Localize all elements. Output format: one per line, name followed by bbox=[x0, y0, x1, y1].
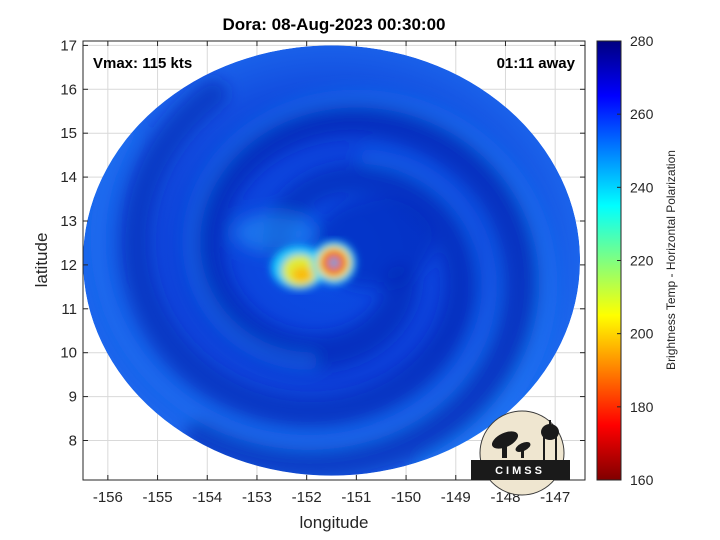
core-arc bbox=[292, 266, 312, 283]
axes-frame bbox=[82, 40, 586, 481]
y-tick-label: 17 bbox=[60, 37, 77, 54]
inner-band bbox=[234, 212, 314, 253]
y-tick-label: 9 bbox=[69, 389, 77, 406]
y-tick-label: 16 bbox=[60, 81, 77, 98]
x-tick-label: -149 bbox=[441, 489, 471, 506]
y-tick-label: 14 bbox=[60, 169, 77, 186]
x-axis: -156 -155 -154 -153 -152 -151 -150 -149 -148 -147 bbox=[93, 41, 570, 506]
brightness-temperature-swath bbox=[83, 45, 581, 476]
colorbar-tick-label: 200 bbox=[630, 326, 654, 342]
y-tick-label: 11 bbox=[61, 301, 77, 318]
logo-text: CIMSS bbox=[495, 465, 545, 477]
cimss-logo: CIMSS bbox=[471, 410, 570, 496]
x-tick-label: -152 bbox=[292, 489, 322, 506]
colorbar-ticks: 160 180 200 220 240 260 280 bbox=[617, 33, 654, 488]
y-axis-label: latitude bbox=[32, 233, 51, 288]
y-tick-label: 10 bbox=[60, 345, 77, 362]
storm-core bbox=[271, 240, 356, 290]
y-axis: 8 9 10 11 12 13 14 15 16 17 bbox=[60, 37, 585, 449]
colorbar-tick-label: 180 bbox=[630, 399, 654, 415]
chart-title: Dora: 08-Aug-2023 00:30:00 bbox=[223, 15, 446, 34]
logo-water-tower-icon bbox=[541, 420, 559, 462]
colorbar-tick-label: 160 bbox=[630, 472, 654, 488]
spiral-band bbox=[90, 124, 498, 451]
logo-dish-icon bbox=[491, 431, 531, 458]
spiral-bands bbox=[90, 78, 558, 476]
colorbar-tick-label: 260 bbox=[630, 106, 654, 122]
x-tick-label: -153 bbox=[242, 489, 272, 506]
x-tick-label: -154 bbox=[192, 489, 222, 506]
x-axis-label: longitude bbox=[299, 513, 368, 532]
colorbar-tick-label: 280 bbox=[630, 33, 654, 49]
x-tick-label: -156 bbox=[93, 489, 123, 506]
spiral-band bbox=[182, 89, 558, 476]
x-tick-label: -147 bbox=[540, 489, 570, 506]
y-tick-label: 8 bbox=[69, 432, 77, 449]
time-away-annotation: 01:11 away bbox=[497, 55, 576, 72]
spiral-band bbox=[120, 78, 476, 428]
spiral-band bbox=[184, 100, 540, 476]
x-tick-label: -150 bbox=[391, 489, 421, 506]
colorbar-label: Brightness Temp - Horizontal Polarizatio… bbox=[664, 150, 678, 370]
colorbar-tick-label: 220 bbox=[630, 253, 654, 269]
y-tick-label: 13 bbox=[60, 213, 77, 230]
core-ring bbox=[331, 259, 337, 266]
y-tick-label: 12 bbox=[60, 257, 77, 274]
y-tick-label: 15 bbox=[60, 125, 77, 142]
logo-base bbox=[471, 460, 570, 480]
x-tick-label: -155 bbox=[143, 489, 173, 506]
x-tick-label: -151 bbox=[341, 489, 371, 506]
vmax-annotation: Vmax: 115 kts bbox=[93, 55, 192, 72]
colorbar-tick-label: 240 bbox=[630, 179, 654, 195]
